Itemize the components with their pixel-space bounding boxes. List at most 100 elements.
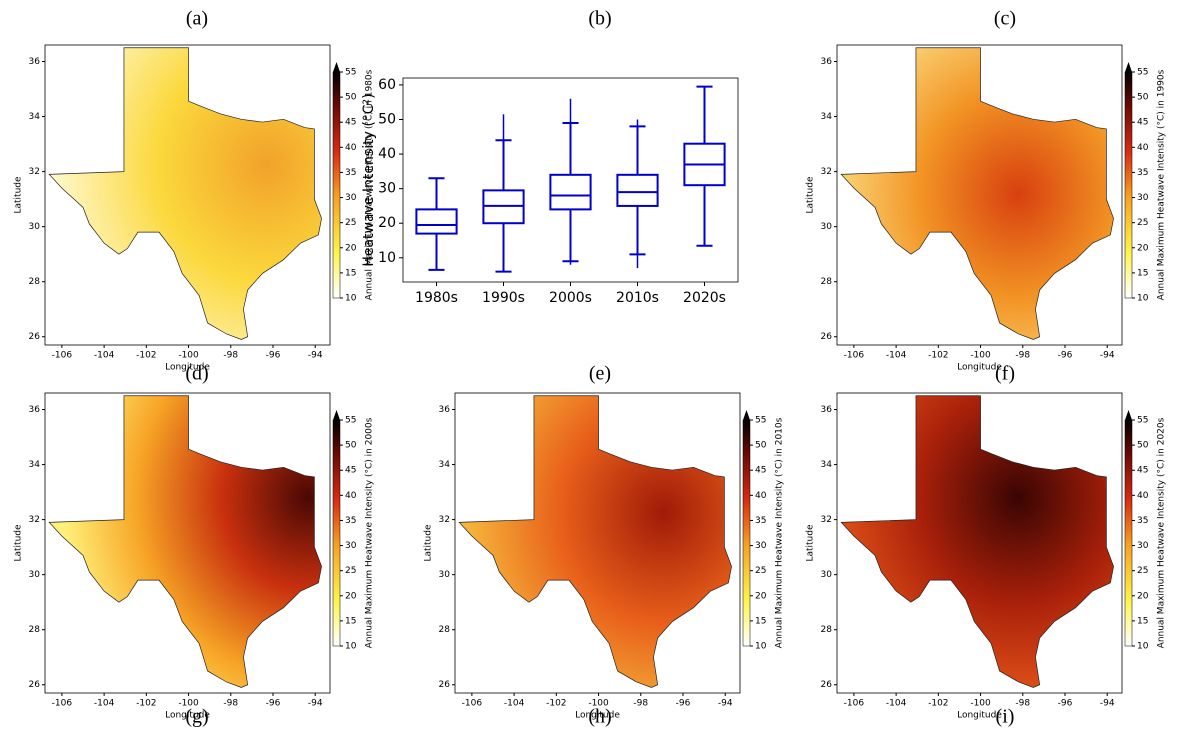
- x-tick-label: 2000s: [549, 290, 592, 306]
- colorbar-tick-label: 40: [1137, 143, 1149, 153]
- colorbar-tick-label: 45: [1137, 466, 1148, 476]
- colorbar-tick-label: 15: [1137, 616, 1148, 626]
- x-tick-label: -104: [94, 699, 115, 709]
- x-tick-label: -102: [928, 699, 948, 709]
- y-tick-label: 26: [439, 680, 451, 690]
- x-tick-label: 1990s: [482, 290, 525, 306]
- texas-map: [840, 47, 1114, 340]
- colorbar-extend: [1125, 410, 1132, 420]
- y-tick-label: 34: [821, 112, 833, 122]
- colorbar-tick-label: 50: [1137, 93, 1149, 103]
- colorbar: [332, 71, 341, 299]
- colorbar: [742, 419, 751, 647]
- x-tick-label: -100: [178, 351, 199, 361]
- y-tick-label: 36: [29, 405, 41, 415]
- colorbar-tick-label: 50: [755, 441, 767, 451]
- colorbar-tick-label: 10: [755, 642, 767, 652]
- colorbar-tick-label: 30: [755, 541, 767, 551]
- colorbar-tick-label: 25: [345, 218, 356, 228]
- y-tick-label: 30: [439, 570, 451, 580]
- y-axis-label: Latitude: [14, 524, 24, 562]
- texas-map: [48, 395, 322, 688]
- x-tick-label: -100: [970, 699, 991, 709]
- colorbar-tick-label: 40: [1137, 491, 1149, 501]
- x-tick-label: -106: [52, 351, 73, 361]
- colorbar-label: Annual Maximum Heatwave Intensity (°C) i…: [365, 417, 375, 648]
- panel-label: (c): [994, 8, 1016, 30]
- colorbar-tick-label: 45: [345, 118, 356, 128]
- x-tick-label: -106: [462, 699, 483, 709]
- x-axis-label: Longitude: [957, 363, 1002, 373]
- y-tick-label: 36: [821, 405, 833, 415]
- colorbar-tick-label: 55: [345, 68, 356, 78]
- x-tick-label: 1980s: [415, 290, 458, 306]
- colorbar-tick-label: 50: [1137, 441, 1149, 451]
- colorbar-tick-label: 25: [1137, 218, 1148, 228]
- colorbar-label: Annual Maximum Heatwave Intensity (°C) i…: [1157, 417, 1167, 648]
- y-tick-label: 26: [29, 332, 41, 342]
- y-tick-label: 30: [821, 570, 833, 580]
- colorbar-tick-label: 30: [345, 541, 357, 551]
- colorbar-tick-label: 55: [1137, 416, 1148, 426]
- colorbar-tick-label: 20: [1137, 243, 1149, 253]
- x-tick-label: -94: [308, 351, 323, 361]
- x-tick-label: 2010s: [616, 290, 659, 306]
- colorbar-tick-label: 10: [1137, 294, 1149, 304]
- colorbar-tick-label: 35: [345, 168, 356, 178]
- y-tick-label: 20: [378, 215, 396, 231]
- colorbar: [1124, 71, 1133, 299]
- colorbar: [1124, 419, 1133, 647]
- x-tick-label: -96: [1058, 351, 1073, 361]
- texas-map: [48, 47, 322, 340]
- y-tick-label: 34: [439, 460, 451, 470]
- y-axis-label: Latitude: [424, 524, 434, 562]
- colorbar-tick-label: 25: [755, 566, 766, 576]
- y-tick-label: 36: [439, 405, 451, 415]
- x-tick-label: -106: [52, 699, 73, 709]
- colorbar-tick-label: 40: [345, 143, 357, 153]
- colorbar-tick-label: 15: [345, 616, 356, 626]
- colorbar-tick-label: 20: [1137, 591, 1149, 601]
- y-tick-label: 26: [821, 332, 833, 342]
- panel-label: (f): [995, 363, 1015, 385]
- x-tick-label: -102: [136, 351, 156, 361]
- colorbar-tick-label: 10: [1137, 642, 1149, 652]
- y-tick-label: 30: [29, 570, 41, 580]
- panel-label: (h): [588, 706, 611, 728]
- y-axis-label: Latitude: [806, 176, 816, 214]
- x-axis-label: Longitude: [165, 363, 210, 373]
- y-tick-label: 60: [378, 77, 396, 93]
- colorbar-tick-label: 15: [755, 616, 766, 626]
- x-axis-label: Longitude: [575, 711, 620, 721]
- x-tick-label: -100: [588, 699, 609, 709]
- y-tick-label: 40: [378, 146, 396, 162]
- x-tick-label: -104: [886, 351, 907, 361]
- x-tick-label: -98: [1015, 351, 1030, 361]
- x-tick-label: -96: [1058, 699, 1073, 709]
- x-tick-label: -98: [1015, 699, 1030, 709]
- colorbar-extend: [743, 410, 750, 420]
- map-frame: [836, 392, 1123, 694]
- colorbar-extend: [333, 410, 340, 420]
- colorbar-tick-label: 20: [345, 243, 357, 253]
- colorbar-label: Annual Maximum Heatwave Intensity (°C) i…: [1157, 69, 1167, 300]
- colorbar-tick-label: 35: [755, 516, 766, 526]
- y-tick-label: 32: [29, 515, 40, 525]
- colorbar-tick-label: 55: [345, 416, 356, 426]
- x-tick-label: -98: [223, 351, 238, 361]
- colorbar-extend: [333, 62, 340, 72]
- x-tick-label: -106: [844, 351, 865, 361]
- x-tick-label: -100: [178, 699, 199, 709]
- y-tick-label: 32: [29, 167, 40, 177]
- map-frame: [44, 44, 331, 346]
- colorbar-tick-label: 55: [1137, 68, 1148, 78]
- colorbar-tick-label: 30: [345, 193, 357, 203]
- x-tick-label: -96: [676, 699, 691, 709]
- x-tick-label: -98: [633, 699, 648, 709]
- x-tick-label: 2020s: [683, 290, 726, 306]
- panel-label: (a): [186, 8, 208, 30]
- panel-label: (b): [588, 8, 611, 30]
- y-tick-label: 34: [821, 460, 833, 470]
- panel-label: (d): [185, 363, 208, 385]
